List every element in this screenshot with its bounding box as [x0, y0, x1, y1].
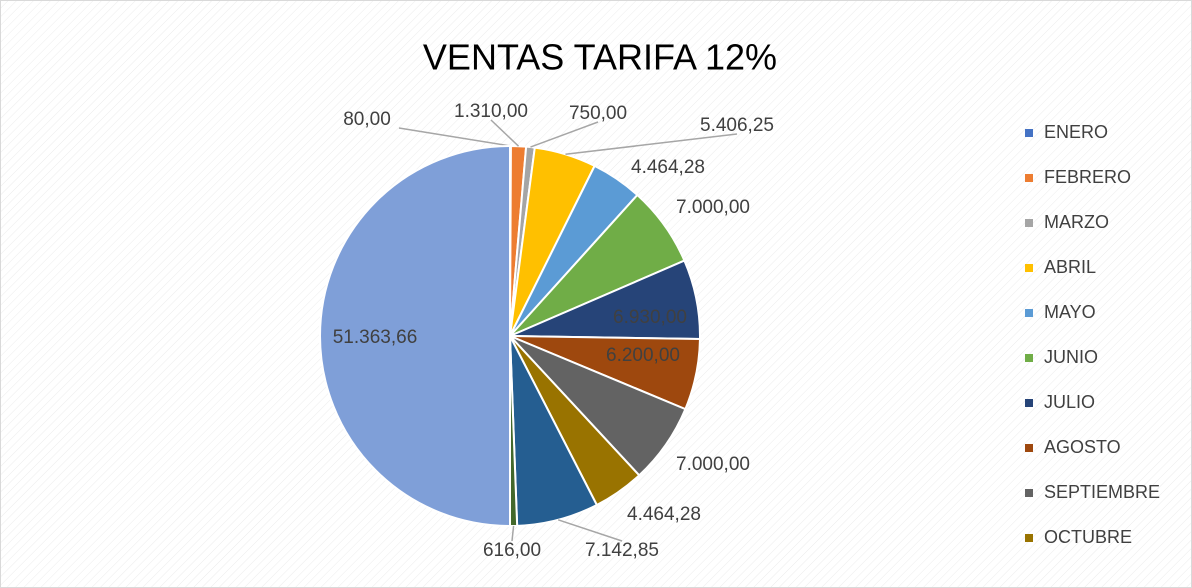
leader-line [557, 519, 623, 542]
data-label: 6.930,00 [613, 307, 687, 328]
pie-slice [319, 144, 511, 528]
legend-swatch [1025, 309, 1033, 317]
legend-label: AGOSTO [1044, 437, 1121, 457]
data-label: 6.200,00 [606, 345, 680, 366]
data-label: 7.142,85 [585, 540, 659, 561]
data-label: 4.464,28 [627, 504, 701, 525]
leader-line [490, 119, 520, 147]
leader-line [530, 121, 599, 148]
legend-swatch [1025, 444, 1033, 452]
legend-swatch [1025, 219, 1033, 227]
data-label: 7.000,00 [676, 454, 750, 475]
data-label: 4.464,28 [631, 157, 705, 178]
legend-label: OCTUBRE [1044, 527, 1132, 547]
legend-label: SEPTIEMBRE [1044, 482, 1160, 502]
chart-title: VENTAS TARIFA 12% [423, 37, 777, 78]
legend-swatch [1025, 489, 1033, 497]
leader-line [565, 133, 738, 156]
data-label: 51.363,66 [333, 327, 418, 348]
leader-line [511, 525, 515, 542]
data-label: 7.000,00 [676, 197, 750, 218]
legend-label: FEBRERO [1044, 167, 1131, 187]
legend-label: JUNIO [1044, 347, 1098, 367]
legend-label: ABRIL [1044, 257, 1096, 277]
data-label: 1.310,00 [454, 101, 528, 122]
data-label: 616,00 [483, 540, 541, 561]
legend-swatch [1025, 129, 1033, 137]
leader-line [398, 127, 511, 147]
legend-swatch [1025, 354, 1033, 362]
legend-swatch [1025, 264, 1033, 272]
data-label: 80,00 [343, 109, 391, 130]
legend-label: MARZO [1044, 212, 1109, 232]
data-label: 750,00 [569, 103, 627, 124]
legend-label: ENERO [1044, 122, 1108, 142]
legend-swatch [1025, 534, 1033, 542]
legend-swatch [1025, 174, 1033, 182]
legend-label: JULIO [1044, 392, 1095, 412]
legend-swatch [1025, 399, 1033, 407]
legend-label: MAYO [1044, 302, 1096, 322]
data-label: 5.406,25 [700, 115, 774, 136]
